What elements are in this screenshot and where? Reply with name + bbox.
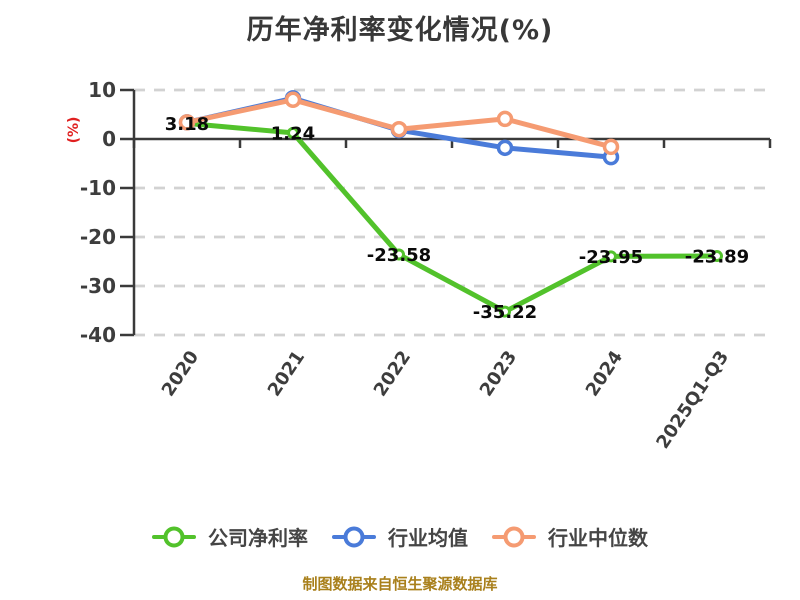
x-tick-label: 2024 — [582, 347, 627, 400]
data-point — [499, 305, 511, 318]
line-marker-icon — [492, 525, 536, 549]
series-line-0 — [184, 120, 720, 315]
y-tick-label: -20 — [80, 225, 116, 249]
data-point — [496, 139, 514, 157]
chart-title: 历年净利率变化情况(%) — [246, 15, 554, 46]
legend-label: 行业中位数 — [548, 526, 648, 550]
data-point — [390, 120, 408, 138]
y-tick-label: 10 — [88, 78, 116, 102]
data-point — [711, 250, 723, 263]
x-tick-label: 2023 — [476, 347, 521, 400]
y-tick-label: 0 — [102, 127, 116, 151]
legend-item-industry-median[interactable]: 行业中位数 — [492, 522, 648, 551]
data-source-note: 制图数据来自恒生聚源数据库 — [302, 575, 498, 593]
data-point — [287, 126, 299, 139]
x-tick-label: 2022 — [370, 347, 415, 400]
data-label: -23.89 — [685, 247, 749, 268]
legend-label: 公司净利率 — [208, 526, 308, 550]
x-tick-label: 2021 — [264, 347, 309, 400]
y-tick-label: -30 — [80, 274, 116, 298]
legend: 公司净利率 行业均值 行业中位数 — [0, 522, 800, 551]
plot-area: 10 0 -10 -20 -30 -40 2020 2021 2022 2023 2024 2025Q… — [80, 78, 772, 453]
x-tick-label: 2020 — [158, 347, 203, 400]
data-label: -23.58 — [367, 245, 431, 266]
data-label: -23.95 — [579, 247, 643, 268]
data-label: 3.18 — [165, 114, 209, 135]
data-label: -35.22 — [473, 302, 537, 323]
data-point — [605, 250, 617, 263]
legend-item-company-net-margin[interactable]: 公司净利率 — [152, 522, 308, 551]
data-label: 1.24 — [271, 123, 315, 144]
y-tick-label: -40 — [80, 323, 116, 347]
data-point — [496, 110, 514, 128]
data-point — [602, 138, 620, 156]
data-point — [284, 91, 302, 109]
legend-item-industry-average[interactable]: 行业均值 — [332, 522, 468, 551]
x-tick-label: 2025Q1-Q3 — [652, 347, 733, 453]
data-point — [178, 114, 196, 131]
data-point — [393, 248, 405, 261]
line-marker-icon — [152, 525, 196, 549]
legend-label: 行业均值 — [388, 526, 468, 550]
y-tick-label: -10 — [80, 176, 116, 200]
line-marker-icon — [332, 525, 376, 549]
